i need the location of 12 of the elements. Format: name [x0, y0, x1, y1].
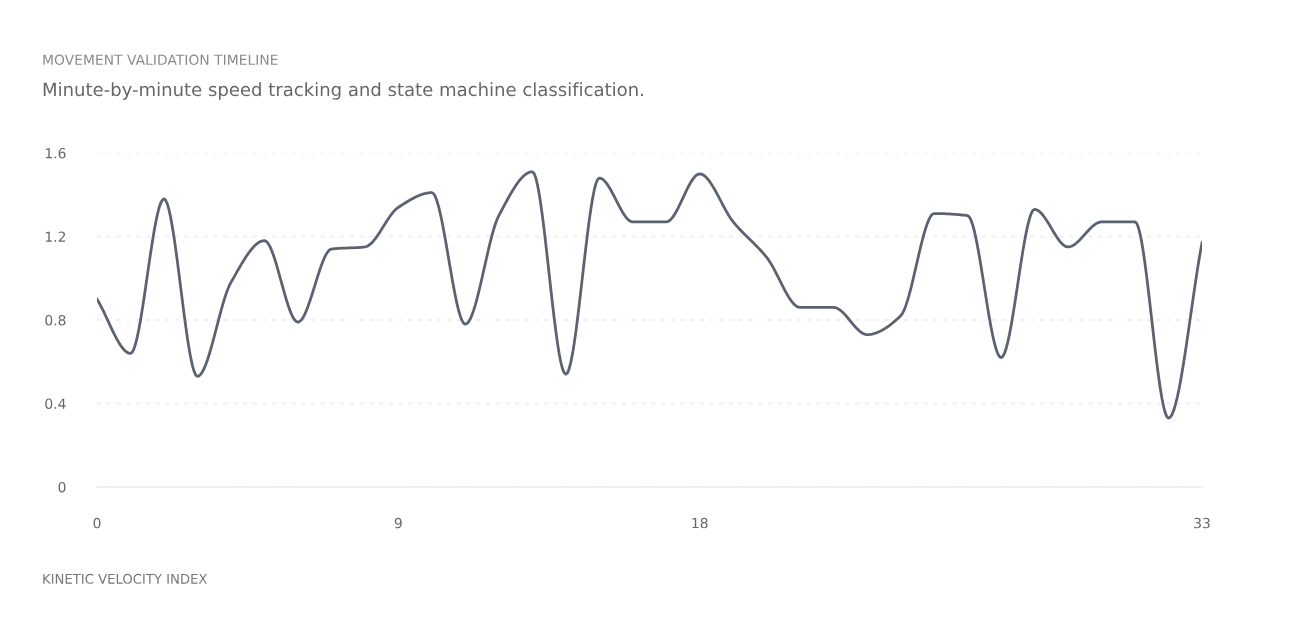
y-tick-label: 0: [58, 481, 66, 493]
x-tick-label: 0: [93, 517, 101, 529]
x-tick-label: 18: [692, 517, 708, 529]
chart-title: MOVEMENT VALIDATION TIMELINE: [43, 54, 278, 66]
chart-subtitle: Minute-by-minute speed tracking and state machine classification.: [43, 82, 643, 100]
y-tick-label: 0.4: [45, 398, 66, 409]
y-tick-label: 1.2: [45, 231, 66, 242]
x-tick-label: 9: [394, 517, 402, 529]
x-axis-title: KINETIC VELOCITY INDEX: [43, 573, 208, 584]
y-tick-label: 1.6: [45, 147, 66, 159]
y-tick-label: 0.8: [45, 314, 66, 326]
x-tick-label: 33: [1194, 517, 1210, 529]
